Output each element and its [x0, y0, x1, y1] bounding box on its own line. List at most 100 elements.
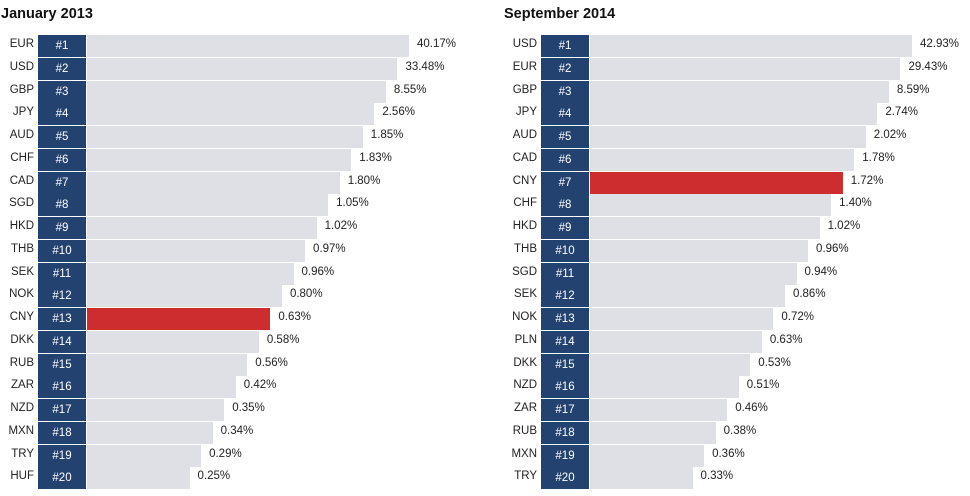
- value-label: 0.94%: [804, 265, 838, 278]
- value-label: 0.80%: [289, 288, 323, 301]
- bar: [87, 126, 363, 148]
- bar: [87, 194, 329, 217]
- value-label: 1.80%: [347, 174, 381, 187]
- currency-code-label: SEK: [10, 265, 34, 278]
- currency-code-label: AUD: [512, 129, 537, 141]
- currency-code-label: HKD: [9, 220, 34, 232]
- rank-label: #10: [541, 239, 589, 262]
- rank-label: #17: [541, 399, 589, 421]
- value-label: 0.58%: [266, 333, 300, 346]
- value-label: 2.02%: [873, 129, 907, 141]
- currency-code-label: ZAR: [514, 402, 537, 414]
- bar: [87, 376, 236, 399]
- value-label: 0.46%: [735, 402, 768, 414]
- currency-code-label: CHF: [513, 197, 537, 210]
- currency-code-label: USD: [512, 38, 537, 50]
- value-label: 2.74%: [885, 106, 918, 119]
- bar-rows: USD #1 42.93% EUR #2 29.43% GBP #3 8.59% JPY #4 2.7…: [503, 0, 970, 496]
- value-label: 40.17%: [417, 38, 457, 50]
- bar: [590, 467, 693, 490]
- bar: [590, 330, 762, 353]
- rank-label: #9: [38, 217, 86, 239]
- currency-code-label: EUR: [9, 38, 34, 50]
- value-label: 0.51%: [746, 379, 780, 392]
- value-label: 0.29%: [209, 447, 242, 460]
- rank-label: #18: [541, 421, 589, 444]
- bar: [590, 421, 716, 444]
- rank-label: #14: [541, 330, 589, 353]
- bar: [590, 444, 705, 467]
- rank-label: #6: [38, 148, 86, 171]
- bar: [87, 57, 398, 80]
- currency-code-label: TRY: [514, 470, 537, 483]
- value-label: 0.34%: [220, 424, 254, 437]
- bar: [87, 103, 375, 126]
- bar: [590, 376, 739, 399]
- currency-code-label: AUD: [9, 129, 34, 141]
- currency-code-label: NOK: [512, 311, 537, 323]
- value-label: 0.63%: [769, 333, 803, 346]
- value-label: 0.35%: [232, 402, 265, 414]
- value-label: 29.43%: [908, 60, 948, 73]
- value-label: 8.59%: [896, 83, 930, 96]
- currency-code-label: HKD: [512, 220, 537, 232]
- currency-code-label: CNY: [512, 174, 537, 187]
- bar: [87, 239, 306, 262]
- currency-code-label: NZD: [10, 402, 34, 414]
- rank-label: #13: [38, 308, 86, 330]
- rank-label: #20: [38, 467, 86, 490]
- currency-code-label: CNY: [9, 311, 34, 323]
- rank-label: #5: [541, 126, 589, 148]
- value-label: 0.72%: [781, 311, 814, 323]
- bar-rows: EUR #1 40.17% USD #2 33.48% GBP #3 8.55% JPY #4 2.5…: [0, 0, 480, 496]
- currency-code-label: SGD: [512, 265, 537, 278]
- rank-label: #8: [38, 194, 86, 217]
- chart-panel-january-2013: January 2013 EUR #1 40.17% USD #2 33.48% GBP #3…: [0, 0, 480, 496]
- rank-label: #10: [38, 239, 86, 262]
- value-label: 0.25%: [197, 470, 231, 483]
- chart-panel-september-2014: September 2014 USD #1 42.93% EUR #2 29.43% GBP…: [503, 0, 970, 496]
- bar: [590, 217, 820, 239]
- value-label: 1.83%: [359, 151, 392, 164]
- rank-label: #7: [541, 171, 589, 194]
- rank-label: #12: [38, 285, 86, 308]
- rank-label: #17: [38, 399, 86, 421]
- currency-code-label: JPY: [515, 106, 537, 119]
- bar: [590, 126, 866, 148]
- rank-label: #9: [541, 217, 589, 239]
- rank-label: #15: [38, 353, 86, 376]
- bar: [87, 353, 248, 376]
- value-label: 1.40%: [839, 197, 872, 210]
- currency-code-label: EUR: [512, 60, 537, 73]
- value-label: 0.42%: [243, 379, 277, 392]
- value-label: 1.72%: [850, 174, 884, 187]
- currency-code-label: USD: [9, 60, 34, 73]
- rank-label: #4: [541, 103, 589, 126]
- rank-label: #8: [541, 194, 589, 217]
- bar: [590, 239, 809, 262]
- currency-code-label: NOK: [9, 288, 34, 301]
- currency-code-label: DKK: [513, 356, 537, 369]
- value-label: 0.63%: [278, 311, 311, 323]
- rank-label: #3: [38, 80, 86, 103]
- bar: [87, 171, 340, 194]
- bar: [590, 103, 878, 126]
- rank-label: #20: [541, 467, 589, 490]
- rank-label: #11: [541, 262, 589, 285]
- rank-label: #1: [541, 35, 589, 57]
- bar-highlighted: [87, 308, 271, 330]
- value-label: 1.85%: [370, 129, 404, 141]
- value-label: 0.38%: [723, 424, 757, 437]
- bar: [590, 148, 855, 171]
- value-label: 0.96%: [301, 265, 335, 278]
- currency-code-label: MXN: [8, 424, 34, 437]
- value-label: 1.02%: [827, 220, 861, 232]
- bar: [87, 35, 409, 57]
- currency-code-label: TRY: [11, 447, 34, 460]
- value-label: 1.02%: [324, 220, 358, 232]
- currency-code-label: HUF: [10, 470, 34, 483]
- bar: [590, 194, 832, 217]
- bar: [87, 421, 213, 444]
- chart-title: January 2013: [1, 6, 93, 22]
- currency-code-label: NZD: [513, 379, 537, 392]
